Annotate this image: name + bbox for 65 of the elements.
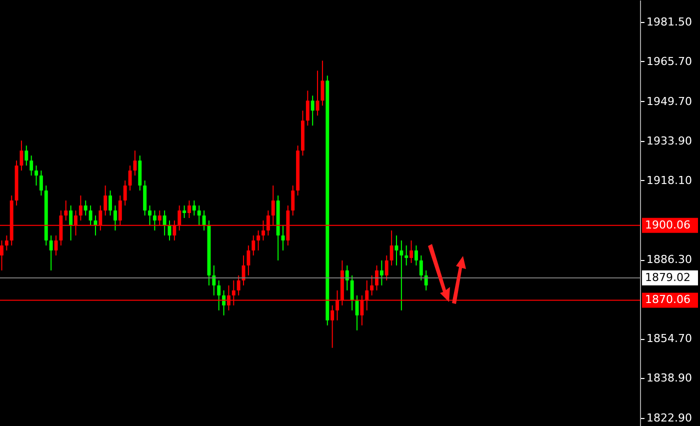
candlestick	[390, 230, 394, 266]
candlestick	[197, 205, 201, 226]
candlestick	[384, 254, 388, 281]
y-tick-label: 1886.30	[646, 253, 692, 266]
candlestick	[320, 60, 324, 106]
candlestick	[4, 234, 8, 251]
candlestick	[424, 270, 428, 291]
candlestick	[30, 155, 34, 176]
candlestick	[192, 200, 196, 216]
candlestick	[88, 205, 92, 226]
y-tick-label: 1933.90	[646, 134, 692, 148]
candlestick	[306, 90, 310, 126]
candlestick	[291, 185, 295, 216]
candlestick	[380, 260, 384, 286]
candlestick	[78, 195, 82, 221]
y-tick-label: 1822.90	[646, 412, 692, 425]
candlestick	[316, 70, 320, 116]
candlestick	[252, 234, 256, 256]
candlestick	[20, 140, 24, 172]
candlestick	[202, 210, 206, 231]
candlestick	[345, 264, 349, 291]
candlestick	[162, 210, 166, 236]
candlestick	[212, 264, 216, 296]
candlestick	[133, 150, 137, 176]
candlestick	[152, 210, 156, 231]
candlestick	[182, 205, 186, 218]
candlestick	[64, 200, 68, 221]
candlestick	[256, 230, 260, 251]
candlestick	[370, 274, 374, 296]
ref-line-label: 1870.06	[645, 293, 690, 306]
candlestick	[0, 240, 4, 271]
candlestick	[414, 244, 418, 266]
candlestick	[123, 180, 127, 206]
y-tick-label: 1918.10	[646, 174, 692, 187]
candlestick	[350, 274, 354, 311]
ref-line-label: 1879.02	[645, 270, 690, 284]
candlestick	[310, 95, 314, 126]
candlestick	[236, 274, 240, 296]
candlestick	[84, 200, 88, 216]
candlestick	[400, 240, 404, 311]
candlestick	[69, 205, 73, 241]
candlestick	[222, 290, 226, 316]
candlestick	[419, 254, 423, 281]
y-tick-label: 1854.70	[646, 332, 692, 346]
candlestick	[148, 205, 152, 226]
ref-line-label: 1900.06	[645, 218, 690, 232]
candlestick	[34, 165, 38, 186]
candlestick	[113, 205, 117, 231]
y-tick-label: 1949.70	[646, 94, 692, 108]
candlestick	[246, 244, 250, 276]
candlestick	[108, 190, 112, 216]
candlestick	[217, 280, 221, 311]
candlestick	[330, 304, 334, 348]
y-tick-label: 1981.50	[646, 15, 692, 28]
candlestick	[375, 264, 378, 291]
candlestick	[404, 244, 408, 266]
candlestick	[104, 185, 108, 216]
y-tick-label: 1838.90	[646, 372, 692, 385]
candlestick	[128, 165, 132, 192]
y-tick-label: 1965.70	[646, 54, 692, 68]
candlestick	[49, 234, 53, 271]
candlestick	[24, 145, 28, 166]
candlestick	[410, 240, 414, 264]
candlestick	[39, 170, 43, 196]
candlestick	[188, 200, 191, 218]
